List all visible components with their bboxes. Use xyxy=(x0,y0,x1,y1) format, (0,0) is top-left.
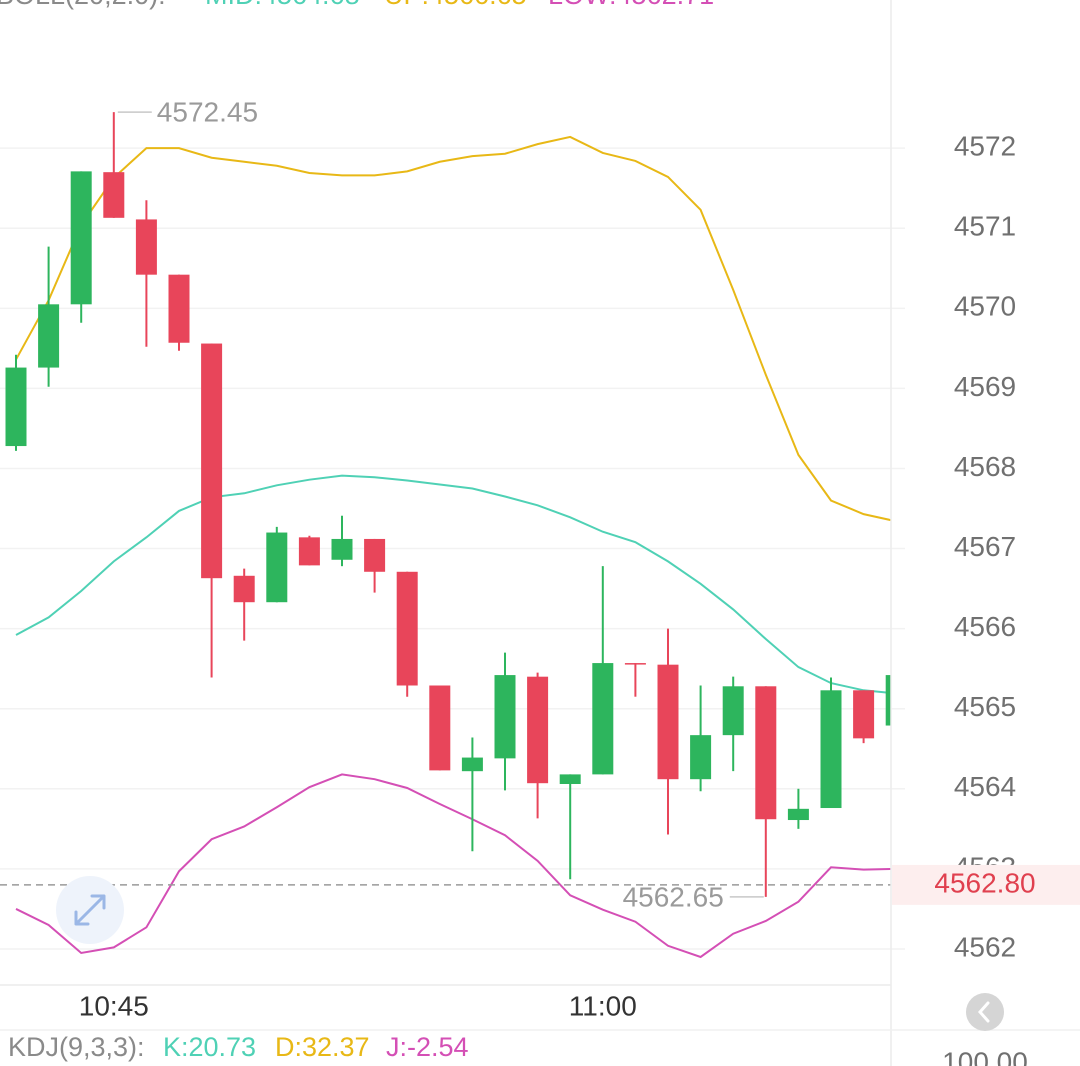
candle-body xyxy=(853,690,875,739)
candle-body xyxy=(70,171,92,305)
candle-body xyxy=(755,686,777,820)
kdj-legend-item: D:32.37 xyxy=(275,1032,370,1062)
candle-body xyxy=(396,571,418,686)
candle-body xyxy=(787,808,809,821)
expand-icon xyxy=(74,894,106,926)
last-price-tag xyxy=(892,864,1080,905)
y-tick-label: 4570 xyxy=(954,291,1016,322)
y-tick-label: 4564 xyxy=(954,771,1016,802)
boll-label: BOLL(20,2.0): xyxy=(0,0,166,10)
candle-body xyxy=(168,274,190,343)
expand-button[interactable] xyxy=(56,876,124,944)
y-tick-label: 4562 xyxy=(954,931,1016,962)
candle-body xyxy=(298,537,320,566)
kdj-label: KDJ(9,3,3): xyxy=(8,1032,145,1062)
y-tick-label: 4567 xyxy=(954,531,1016,562)
candle-body xyxy=(135,219,157,275)
y-tick-label: 4571 xyxy=(954,211,1016,242)
candle-body xyxy=(233,575,255,603)
candle-body xyxy=(527,676,549,784)
last-price-label: 4562.80 xyxy=(934,867,1035,898)
candle-body xyxy=(820,690,842,809)
k-button[interactable] xyxy=(966,993,1004,1031)
x-tick-label: 11:00 xyxy=(569,990,637,1021)
boll-line xyxy=(15,773,891,959)
k-icon xyxy=(977,1001,990,1023)
candle-body xyxy=(722,686,744,736)
y-tick-label: 4568 xyxy=(954,451,1016,482)
kdj-tick-label: 100.00 xyxy=(942,1046,1028,1066)
candle-body xyxy=(429,685,451,771)
candle-body xyxy=(331,538,353,560)
boll-legend-item: LOW:4562.71 xyxy=(548,0,714,10)
candle-body xyxy=(592,663,614,775)
candle-body xyxy=(461,757,483,772)
kdj-legend-item: J:-2.54 xyxy=(386,1032,469,1062)
candle-body xyxy=(266,532,288,603)
candle-body xyxy=(657,664,679,780)
candle-body xyxy=(201,343,223,579)
candle-body xyxy=(624,663,646,665)
boll-line xyxy=(15,474,891,694)
y-tick-label: 4565 xyxy=(954,691,1016,722)
candle-body xyxy=(690,735,712,780)
legend: BOLL(20,2.0): MID:4564.68 UP:4566.65 LOW:45… xyxy=(0,0,714,1062)
candle-body xyxy=(5,367,27,447)
y-tick-label: 4569 xyxy=(954,371,1016,402)
candle-body xyxy=(494,675,516,759)
candle-body xyxy=(38,304,60,368)
y-tick-label: 4572 xyxy=(954,131,1016,162)
candle-body xyxy=(559,774,581,784)
boll-legend-item: MID:4564.68 xyxy=(205,0,360,10)
axis: 4562456345644565456645674568456945704571… xyxy=(79,131,1080,1066)
boll-legend-item: UP:4566.65 xyxy=(384,0,527,10)
plot-area: 4572.45 4562.65 xyxy=(0,97,891,959)
low-marker-label: 4562.65 xyxy=(623,881,724,912)
candle-body xyxy=(885,675,891,726)
k-button-bg[interactable] xyxy=(966,993,1004,1031)
y-tick-label: 4566 xyxy=(954,611,1016,642)
x-tick-label: 10:45 xyxy=(79,990,149,1021)
candle-body xyxy=(364,538,386,572)
boll-line xyxy=(15,135,891,522)
kdj-legend-item: K:20.73 xyxy=(163,1032,256,1062)
candle-body xyxy=(103,172,125,218)
high-marker-label: 4572.45 xyxy=(157,97,258,128)
